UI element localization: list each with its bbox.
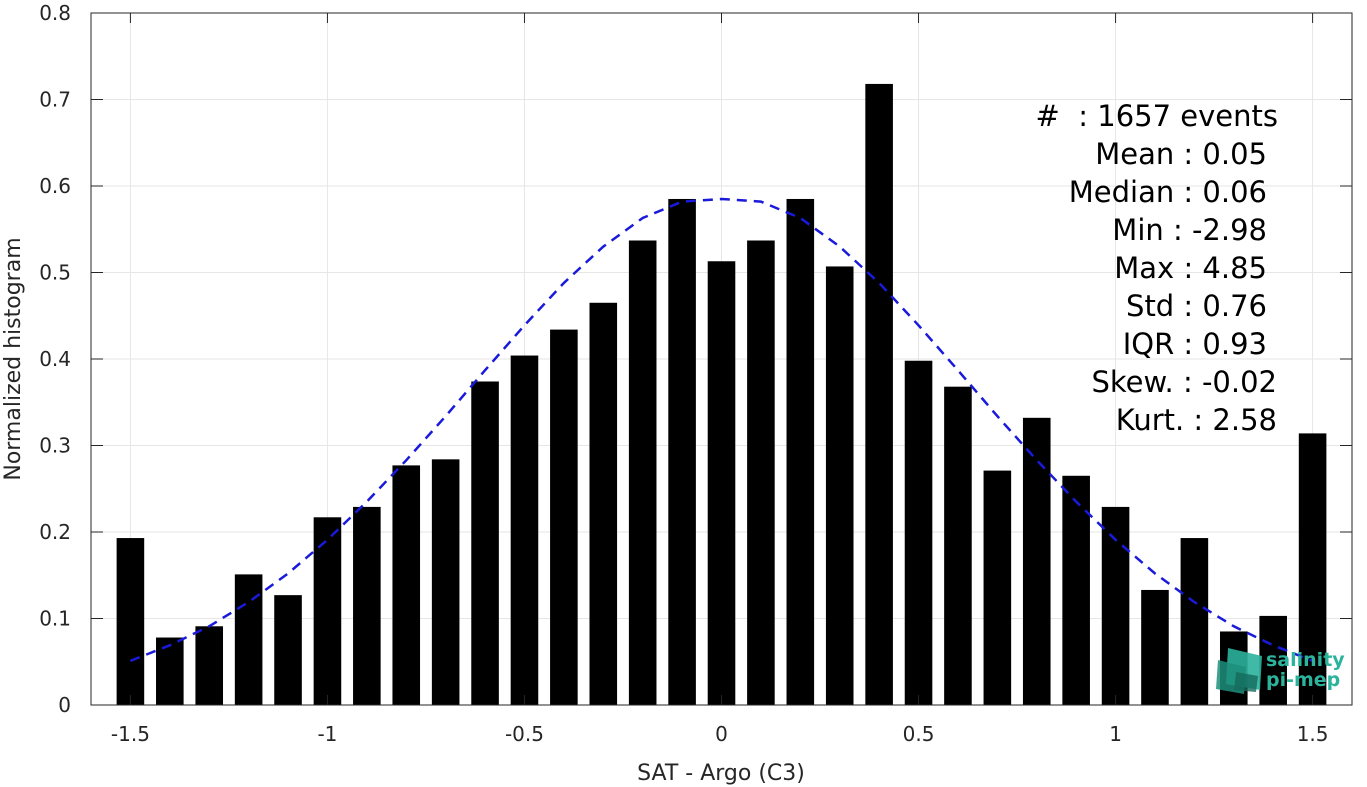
stat-line: # : 1657 events bbox=[1036, 99, 1278, 133]
x-axis-ticks: -1.5 -1 -0.5 0 0.5 1 1.5 bbox=[111, 13, 1329, 746]
histogram-bar bbox=[195, 626, 224, 705]
y-tick-label: 0.3 bbox=[39, 434, 71, 458]
histogram-bar bbox=[313, 517, 342, 705]
logo-text-salinity: salinity bbox=[1266, 649, 1345, 671]
y-tick-label: 0 bbox=[58, 693, 71, 717]
x-tick-label: 1 bbox=[1109, 722, 1122, 746]
histogram-bar bbox=[1259, 615, 1287, 705]
y-tick-label: 0.5 bbox=[39, 261, 71, 285]
histogram-bar bbox=[865, 83, 893, 706]
histogram-bar bbox=[1180, 538, 1209, 705]
normal-fit-curve bbox=[129, 197, 1314, 663]
histogram-bar bbox=[904, 360, 933, 705]
histogram-bar bbox=[628, 240, 657, 705]
x-tick-label: -0.5 bbox=[505, 722, 544, 746]
stat-line: Skew. : -0.02 bbox=[1091, 365, 1277, 399]
logo-text-pimep: pi-mep bbox=[1266, 669, 1340, 691]
stat-line: Mean : 0.05 bbox=[1095, 137, 1267, 171]
stat-line: Max : 4.85 bbox=[1114, 251, 1267, 285]
histogram-bar bbox=[825, 266, 854, 705]
histogram-bar bbox=[392, 465, 421, 705]
stat-line: Min : -2.98 bbox=[1112, 213, 1267, 247]
y-tick-label: 0.8 bbox=[39, 1, 71, 25]
x-tick-label: -1 bbox=[317, 722, 337, 746]
histogram-bar bbox=[1022, 417, 1051, 705]
histogram-bar bbox=[1062, 475, 1090, 705]
y-tick-label: 0.4 bbox=[39, 347, 71, 371]
histogram-bar bbox=[510, 355, 539, 705]
histogram-bar bbox=[944, 386, 972, 705]
stat-line: Median : 0.06 bbox=[1069, 175, 1267, 209]
y-axis-label: Normalized histogram bbox=[1, 237, 26, 480]
histogram-bar bbox=[747, 240, 775, 705]
y-tick-label: 0.7 bbox=[39, 88, 71, 112]
x-tick-label: 0 bbox=[715, 722, 728, 746]
histogram-bar bbox=[668, 198, 696, 705]
histogram-bar bbox=[550, 329, 578, 705]
histogram-bar bbox=[1141, 589, 1169, 705]
histogram-bar bbox=[983, 470, 1012, 705]
histogram-bar bbox=[1101, 506, 1130, 705]
x-axis-label: SAT - Argo (C3) bbox=[637, 761, 805, 786]
histogram-bar bbox=[116, 538, 145, 705]
histogram-bar bbox=[589, 302, 618, 705]
histogram-bar bbox=[786, 198, 815, 705]
statistics-annotation: # : 1657 events Mean : 0.05 Median : 0.06 M… bbox=[1036, 99, 1278, 437]
y-tick-label: 0.6 bbox=[39, 174, 71, 198]
y-tick-label: 0.1 bbox=[39, 607, 71, 631]
cube-icon bbox=[1216, 648, 1262, 694]
y-axis-ticks: 0 0.1 0.2 0.3 0.4 0.5 0.6 0.7 0.8 bbox=[39, 1, 1352, 717]
stat-line: Kurt. : 2.58 bbox=[1116, 403, 1277, 437]
histogram-bar bbox=[156, 637, 184, 705]
x-tick-label: -1.5 bbox=[111, 722, 150, 746]
histogram-bar bbox=[353, 506, 381, 705]
y-tick-label: 0.2 bbox=[39, 520, 71, 544]
histogram-bar bbox=[274, 595, 302, 705]
stat-line: IQR : 0.93 bbox=[1123, 327, 1267, 361]
histogram-bar bbox=[431, 459, 460, 705]
salinity-pimep-logo: salinity pi-mep bbox=[1216, 648, 1345, 694]
histogram-bar bbox=[471, 381, 499, 705]
histogram-bar bbox=[707, 261, 736, 705]
histogram-bars bbox=[116, 83, 1327, 706]
x-tick-label: 0.5 bbox=[903, 722, 935, 746]
x-tick-label: 1.5 bbox=[1297, 722, 1329, 746]
stat-line: Std : 0.76 bbox=[1126, 289, 1267, 323]
